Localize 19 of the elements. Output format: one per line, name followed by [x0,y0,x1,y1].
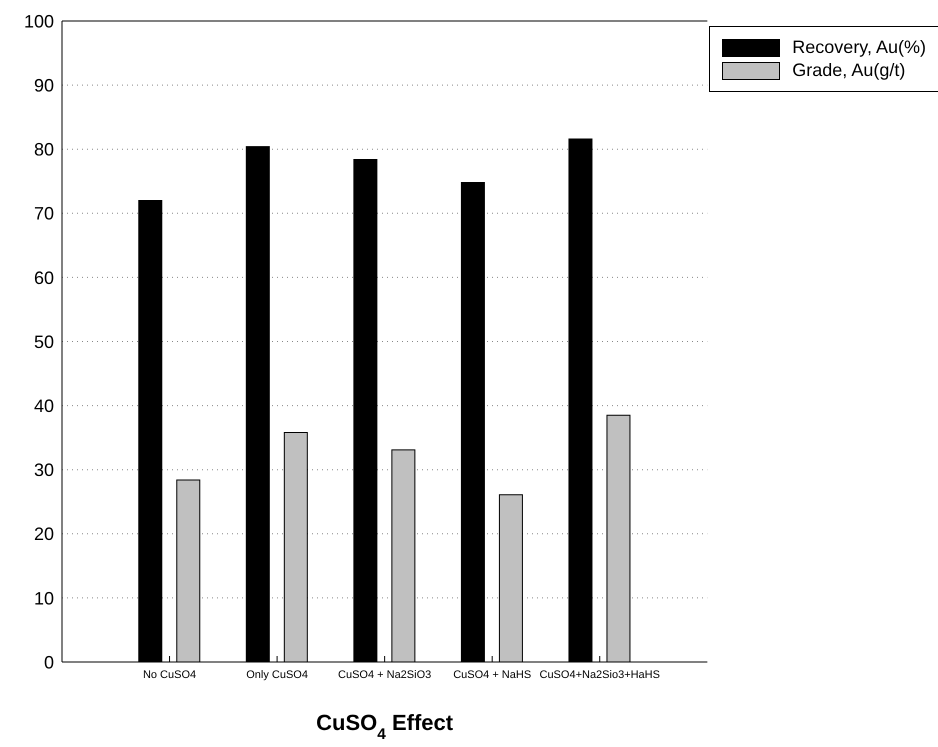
x-axis-title: CuSO$_{4}$ Effect [316,710,454,742]
x-tick-label: No CuSO4 [142,668,196,681]
y-tick-label: 0 [44,652,54,672]
x-tick-label: Only CuSO4 [246,668,308,681]
y-tick-label: 60 [34,268,54,288]
x-tick-label: CuSO4 + Na2SiO3 [338,668,432,681]
y-tick-label: 50 [34,332,54,352]
y-tick-label: 70 [34,204,54,224]
legend-label: Grade, Au(g/t) [792,60,906,81]
y-tick-label: 100 [24,11,54,32]
x-tick-label: CuSO4 + NaHS [453,668,532,681]
x-tick-label: CuSO4+Na2Sio3+HaHS [540,668,660,681]
y-tick-label: 80 [34,140,54,160]
y-tick-label: 10 [34,588,54,608]
y-tick-label: 20 [34,524,54,544]
y-tick-label: 30 [34,460,54,480]
y-tick-label: 90 [34,75,54,96]
legend-label: Recovery, Au(%) [792,37,926,58]
y-tick-label: 40 [34,396,54,416]
